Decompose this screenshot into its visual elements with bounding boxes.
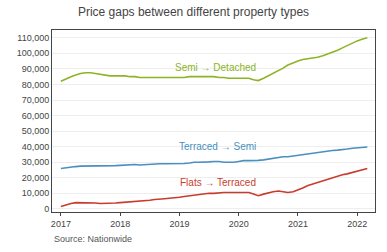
svg-text:2019: 2019 bbox=[169, 219, 189, 229]
svg-text:50,000: 50,000 bbox=[22, 126, 50, 136]
svg-text:110,000: 110,000 bbox=[17, 33, 49, 43]
svg-text:Terraced → Semi: Terraced → Semi bbox=[179, 141, 256, 152]
svg-text:Price gaps between different p: Price gaps between different property ty… bbox=[78, 5, 309, 19]
svg-text:90,000: 90,000 bbox=[22, 64, 50, 74]
svg-text:2021: 2021 bbox=[288, 219, 308, 229]
svg-text:20,000: 20,000 bbox=[22, 173, 50, 183]
svg-text:100,000: 100,000 bbox=[17, 48, 50, 58]
svg-text:40,000: 40,000 bbox=[22, 142, 50, 152]
svg-text:2017: 2017 bbox=[51, 219, 71, 229]
svg-text:2020: 2020 bbox=[229, 219, 249, 229]
svg-text:60,000: 60,000 bbox=[22, 111, 50, 121]
svg-text:10,000: 10,000 bbox=[22, 188, 50, 198]
svg-text:0: 0 bbox=[44, 204, 49, 214]
svg-text:2018: 2018 bbox=[110, 219, 130, 229]
svg-text:30,000: 30,000 bbox=[22, 157, 50, 167]
svg-text:70,000: 70,000 bbox=[22, 95, 50, 105]
svg-text:80,000: 80,000 bbox=[22, 80, 50, 90]
svg-text:Semi → Detached: Semi → Detached bbox=[175, 62, 256, 73]
svg-text:Source: Nationwide: Source: Nationwide bbox=[54, 234, 132, 244]
svg-text:Flats → Terraced: Flats → Terraced bbox=[180, 177, 256, 188]
svg-text:2022: 2022 bbox=[347, 219, 367, 229]
